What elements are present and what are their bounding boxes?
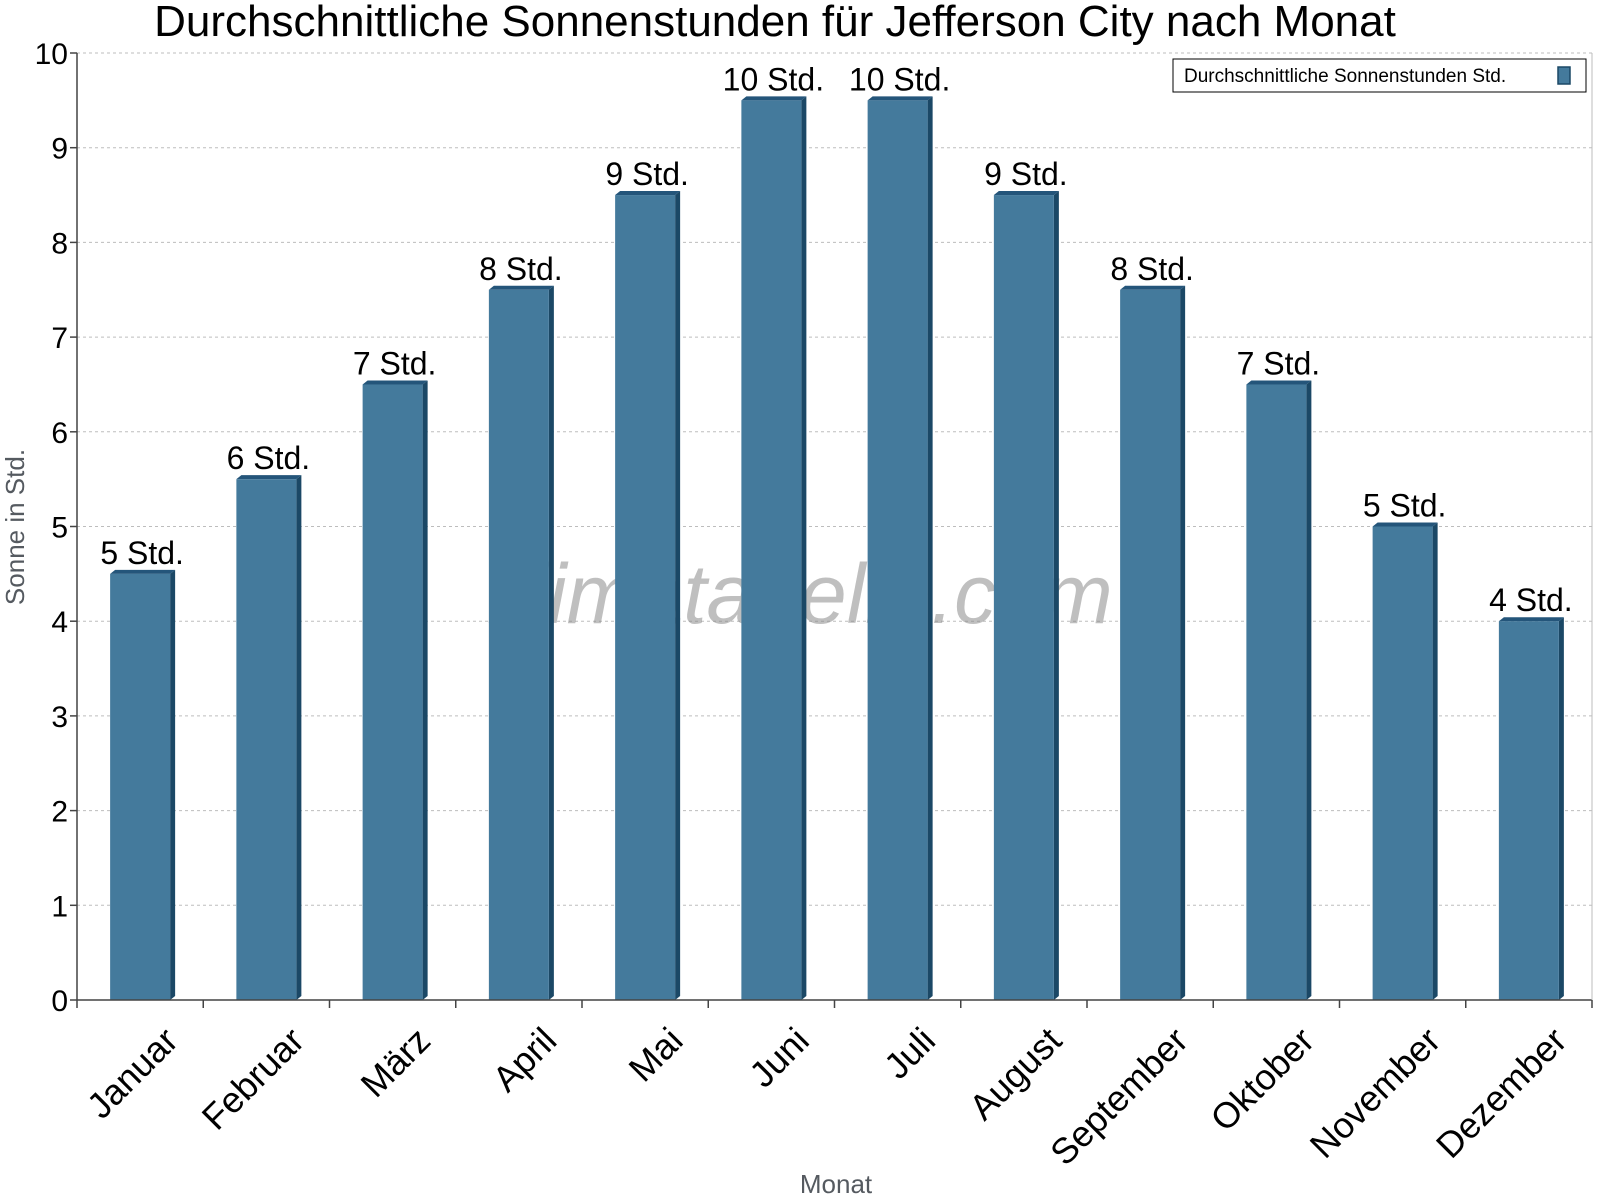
bar-top	[236, 475, 302, 480]
bar-juli	[867, 96, 933, 1001]
bar-juni	[741, 96, 807, 1001]
bar-side	[1053, 191, 1059, 1001]
bar-top	[867, 96, 933, 101]
y-tick-label: 5	[51, 512, 68, 545]
y-tick-label: 3	[51, 701, 68, 734]
data-label: 9 Std.	[605, 156, 689, 192]
bar	[1498, 621, 1559, 1000]
x-tick-label: April	[484, 1019, 564, 1099]
legend-label: Durchschnittliche Sonnenstunden Std.	[1184, 66, 1506, 87]
bar	[488, 289, 549, 1000]
x-tick-label: Februar	[194, 1019, 312, 1137]
x-tick-label: September	[1042, 1019, 1196, 1173]
bar	[110, 573, 171, 1000]
bar-top	[1120, 285, 1186, 290]
y-axis-title: Sonne in Std.	[0, 449, 30, 605]
chart-title: Durchschnittliche Sonnenstunden für Jeff…	[154, 0, 1396, 46]
bar-september	[1120, 285, 1186, 1000]
bar	[236, 479, 297, 1000]
y-tick-label: 2	[51, 796, 68, 829]
data-label: 8 Std.	[1110, 251, 1194, 287]
y-tick-labels: 0 1 2 3 4 5 6 7 8 9 10	[35, 38, 68, 1018]
bar-top	[488, 285, 554, 290]
y-tick-label: 9	[51, 133, 68, 166]
data-label: 5 Std.	[100, 535, 184, 571]
bar-side	[1432, 522, 1438, 1000]
x-tick-label: November	[1302, 1019, 1448, 1165]
bar-top	[362, 380, 428, 385]
bar	[362, 384, 423, 1000]
y-tick-label: 8	[51, 227, 68, 260]
data-label: 6 Std.	[227, 440, 311, 476]
bar-dezember	[1498, 617, 1564, 1000]
legend-swatch	[1557, 66, 1571, 85]
bar-märz	[362, 380, 428, 1000]
x-tick-label: März	[353, 1019, 439, 1105]
x-tick-label: Dezember	[1428, 1019, 1574, 1165]
bar-mai	[615, 191, 681, 1001]
x-tick-label: Mai	[621, 1019, 691, 1089]
bar-side	[170, 569, 176, 1000]
x-tick-label: August	[961, 1019, 1069, 1127]
legend: Durchschnittliche Sonnenstunden Std.	[1172, 58, 1587, 93]
bar-april	[488, 285, 554, 1000]
bar-side	[548, 285, 554, 1000]
bar-side	[1180, 285, 1186, 1000]
bar-top	[1372, 522, 1438, 527]
data-label: 10 Std.	[723, 61, 824, 97]
data-label: 9 Std.	[984, 156, 1068, 192]
bar-november	[1372, 522, 1438, 1000]
bar-januar	[110, 569, 176, 1000]
x-tick-labels: Januar Februar März April Mai Juni Juli AugustS…	[79, 1019, 1575, 1173]
bar-side	[1558, 617, 1564, 1000]
grid-lines	[77, 52, 1592, 906]
x-tick-label: Oktober	[1202, 1019, 1322, 1139]
bar-top	[1246, 380, 1312, 385]
bar	[1246, 384, 1307, 1000]
bar-side	[296, 475, 302, 1000]
data-label: 8 Std.	[479, 251, 563, 287]
axes	[70, 52, 1593, 1008]
bar	[1372, 526, 1433, 1000]
data-label: 10 Std.	[849, 61, 950, 97]
data-label: 4 Std.	[1489, 582, 1573, 618]
bar	[867, 100, 928, 1001]
y-tick-label: 1	[51, 890, 68, 923]
bar-oktober	[1246, 380, 1312, 1000]
bar	[741, 100, 802, 1001]
bar-top	[615, 191, 681, 196]
bars	[110, 96, 1564, 1001]
bar-top	[993, 191, 1059, 196]
x-axis-title: Monat	[800, 1169, 873, 1199]
bar-top	[741, 96, 807, 101]
bar-side	[927, 96, 933, 1001]
y-tick-label: 4	[51, 606, 68, 639]
data-label: 7 Std.	[353, 345, 437, 381]
bar	[993, 195, 1054, 1001]
legend-box	[1172, 58, 1587, 93]
bar-februar	[236, 475, 302, 1000]
bar-top	[110, 569, 176, 574]
data-label: 7 Std.	[1237, 345, 1321, 381]
bar-august	[993, 191, 1059, 1001]
bar	[1120, 289, 1181, 1000]
y-tick-label: 7	[51, 322, 68, 355]
x-tick-label: Juni	[741, 1019, 817, 1095]
y-tick-label: 6	[51, 417, 68, 450]
data-label: 5 Std.	[1363, 488, 1447, 524]
bar-side	[1306, 380, 1312, 1000]
data-labels: 5 Std. 6 Std. 7 Std. 8 Std. 9 Std. 10 Std. 10 …	[100, 61, 1572, 618]
x-tick-label: Juli	[876, 1019, 943, 1086]
y-tick-label: 10	[35, 38, 68, 71]
bar-side	[801, 96, 807, 1001]
bar-side	[675, 191, 681, 1001]
y-tick-label: 0	[51, 985, 68, 1018]
bar	[615, 195, 676, 1001]
bar-top	[1498, 617, 1564, 622]
bar-side	[422, 380, 428, 1000]
x-tick-label: Januar	[79, 1019, 186, 1126]
